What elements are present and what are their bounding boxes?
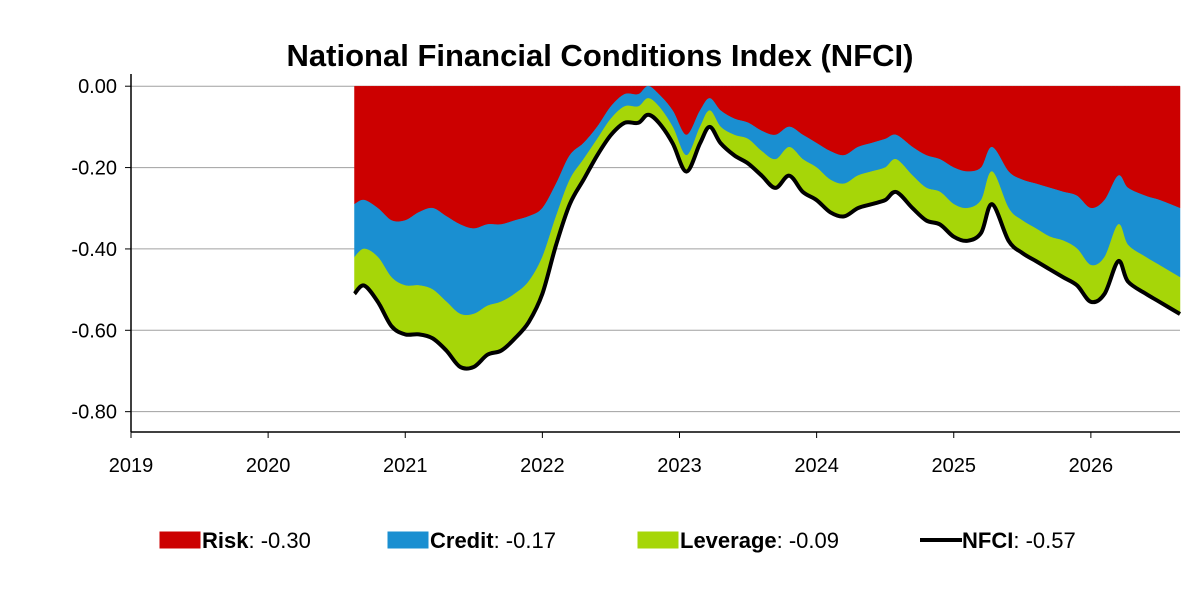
x-tick-label: 2020: [246, 455, 291, 477]
legend-series-name: Leverage: [680, 528, 777, 553]
axes: 0.00 -0.20 -0.40 -0.60 -0.80 2019 2020 2021 2022…: [71, 74, 1180, 477]
legend-series-value: -0.17: [506, 528, 556, 553]
x-tick-label: 2025: [931, 455, 976, 477]
x-tick-label: 2019: [109, 455, 154, 477]
y-tick-label: -0.40: [71, 239, 117, 261]
legend: Risk: -0.30 Credit: -0.17 Leverage: -0.09 N…: [159, 528, 1076, 553]
legend-series-value: -0.09: [789, 528, 839, 553]
series-lines: [353, 112, 1182, 371]
y-tick-label: -0.20: [71, 158, 117, 180]
y-tick-label: -0.80: [71, 402, 117, 424]
legend-item-credit: Credit: -0.17: [387, 528, 556, 553]
chart-title: National Financial Conditions Index (NFC…: [287, 38, 914, 73]
x-tick-label: 2024: [794, 455, 839, 477]
legend-label: Leverage: -0.09: [680, 528, 839, 553]
legend-label: Credit: -0.17: [430, 528, 556, 553]
legend-item-risk: Risk: -0.30: [159, 528, 311, 553]
legend-series-value: -0.30: [261, 528, 311, 553]
legend-label: Risk: -0.30: [202, 528, 311, 553]
legend-swatch: [159, 531, 201, 549]
legend-series-value: -0.57: [1026, 528, 1076, 553]
x-tick-label: 2023: [657, 455, 702, 477]
legend-series-name: NFCI: [962, 528, 1013, 553]
line-nfci: [353, 112, 1182, 371]
legend-item-nfci: NFCI: -0.57: [920, 528, 1076, 553]
legend-swatch: [387, 531, 429, 549]
legend-item-leverage: Leverage: -0.09: [637, 528, 839, 553]
y-tick-label: -0.60: [71, 320, 117, 342]
y-tick-label: 0.00: [78, 76, 117, 98]
legend-series-name: Credit: [430, 528, 494, 553]
legend-swatch: [637, 531, 679, 549]
x-tick-label: 2021: [383, 455, 428, 477]
legend-series-name: Risk: [202, 528, 249, 553]
x-tick-label: 2022: [520, 455, 565, 477]
legend-label: NFCI: -0.57: [962, 528, 1076, 553]
x-tick-label: 2026: [1069, 455, 1114, 477]
